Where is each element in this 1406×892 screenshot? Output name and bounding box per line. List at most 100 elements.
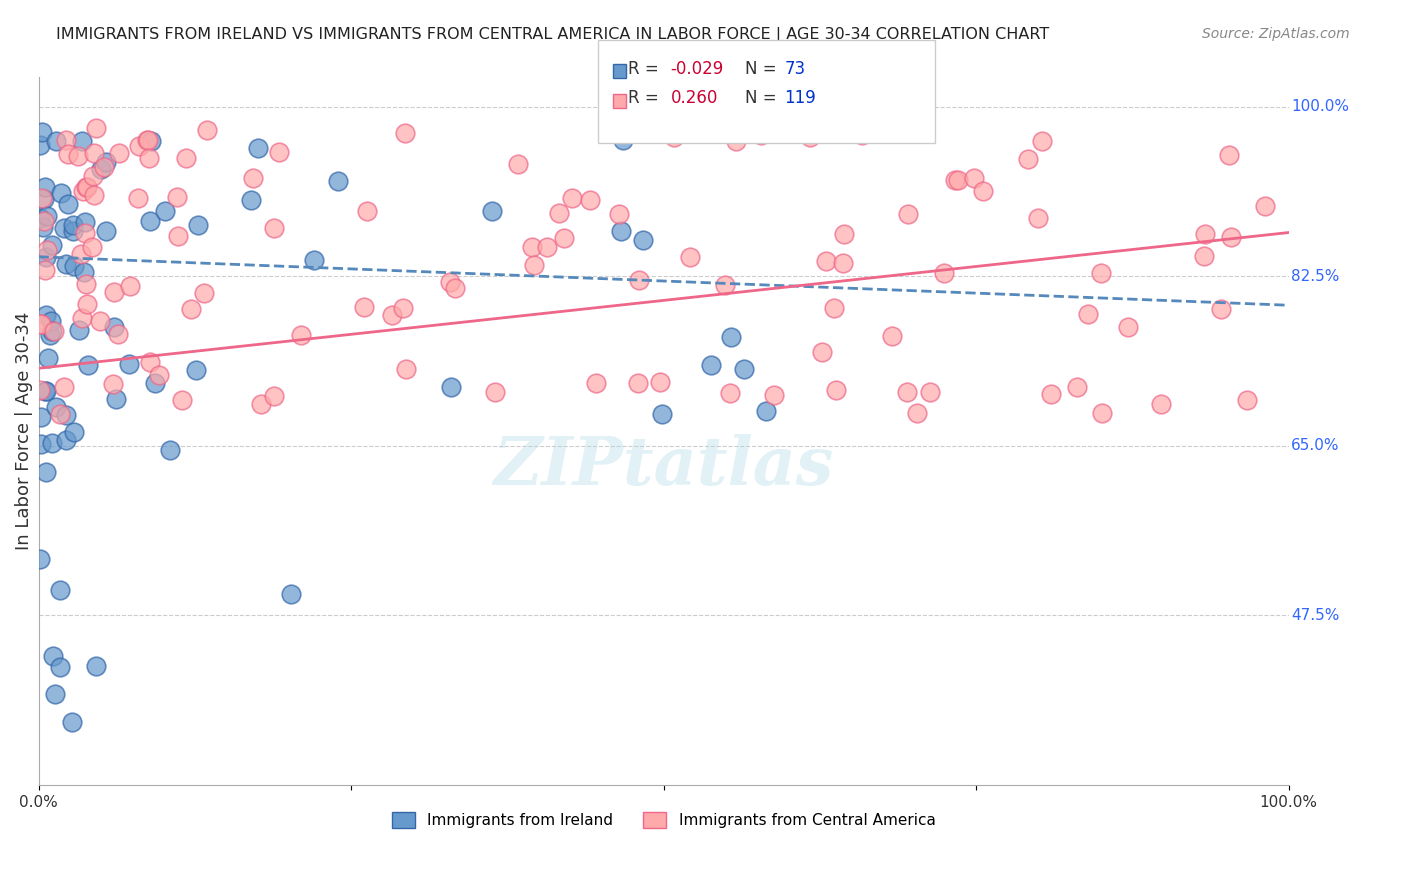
Immigrants from Ireland [55,408,77,422]
Immigrants from Central America [811,344,834,359]
Immigrants from Ireland [45,134,67,148]
Immigrants from Central America [356,204,378,219]
Immigrants from Central America [31,191,53,205]
Immigrants from Ireland [143,376,166,390]
Immigrants from Central America [193,286,215,301]
Immigrants from Ireland [34,308,56,322]
Immigrants from Ireland [35,209,58,223]
Immigrants from Central America [267,145,290,159]
Immigrants from Ireland [94,224,117,238]
Immigrants from Ireland [30,437,52,451]
Immigrants from Ireland [609,224,631,238]
Immigrants from Ireland [700,359,723,373]
Immigrants from Ireland [49,583,72,598]
Immigrants from Ireland [105,392,128,406]
Immigrants from Central America [180,301,202,316]
Immigrants from Central America [815,253,838,268]
Text: Source: ZipAtlas.com: Source: ZipAtlas.com [1202,27,1350,41]
Immigrants from Ireland [55,257,77,271]
Immigrants from Ireland [41,314,63,328]
Immigrants from Ireland [41,648,63,663]
Immigrants from Ireland [28,211,51,225]
Immigrants from Central America [561,191,583,205]
Immigrants from Central America [1040,387,1063,401]
Immigrants from Central America [714,277,737,292]
Immigrants from Ireland [651,407,673,421]
Text: 65.0%: 65.0% [1291,438,1340,453]
Immigrants from Central America [70,247,93,261]
Immigrants from Central America [439,275,461,289]
Text: 73: 73 [785,60,806,78]
Immigrants from Central America [1194,227,1216,242]
Immigrants from Central America [1192,249,1215,263]
Immigrants from Central America [32,214,55,228]
Immigrants from Central America [1219,230,1241,244]
Immigrants from Central America [353,301,375,315]
Immigrants from Central America [1116,319,1139,334]
Immigrants from Central America [103,285,125,299]
Text: -0.029: -0.029 [671,60,724,78]
Immigrants from Central America [896,385,918,400]
Immigrants from Central America [1017,152,1039,166]
Immigrants from Central America [42,325,65,339]
Immigrants from Central America [506,157,529,171]
Immigrants from Central America [128,139,150,153]
Immigrants from Central America [195,123,218,137]
Immigrants from Central America [139,355,162,369]
Y-axis label: In Labor Force | Age 30-34: In Labor Force | Age 30-34 [15,312,32,550]
Immigrants from Central America [905,406,928,420]
Immigrants from Ireland [67,323,90,337]
Immigrants from Central America [290,328,312,343]
Immigrants from Central America [76,296,98,310]
Immigrants from Central America [851,128,873,142]
Immigrants from Central America [831,256,853,270]
Immigrants from Ireland [44,688,66,702]
Immigrants from Ireland [77,358,100,372]
Immigrants from Central America [1090,267,1112,281]
Immigrants from Ireland [30,410,52,425]
Immigrants from Central America [918,385,941,400]
Immigrants from Central America [1253,199,1275,213]
Immigrants from Ireland [139,213,162,227]
Immigrants from Ireland [302,252,325,267]
Immigrants from Ireland [768,120,790,135]
Immigrants from Central America [82,169,104,184]
Immigrants from Central America [553,231,575,245]
Immigrants from Central America [943,173,966,187]
Immigrants from Ireland [159,442,181,457]
Immigrants from Central America [70,310,93,325]
Text: 82.5%: 82.5% [1291,268,1340,284]
Immigrants from Central America [263,221,285,235]
Immigrants from Central America [578,193,600,207]
Immigrants from Central America [948,173,970,187]
Immigrants from Ireland [84,659,107,673]
Immigrants from Central America [762,388,785,402]
Immigrants from Ireland [58,197,80,211]
Text: 100.0%: 100.0% [1291,99,1350,114]
Immigrants from Ireland [94,155,117,169]
Immigrants from Ireland [247,141,270,155]
Immigrants from Central America [897,207,920,221]
Immigrants from Ireland [53,221,76,235]
Immigrants from Central America [166,190,188,204]
Immigrants from Ireland [733,362,755,376]
Immigrants from Ireland [280,587,302,601]
Immigrants from Central America [799,129,821,144]
Immigrants from Central America [585,376,607,390]
Immigrants from Ireland [326,174,349,188]
Immigrants from Ireland [103,320,125,334]
Immigrants from Central America [75,179,97,194]
Immigrants from Ireland [30,552,52,566]
Immigrants from Central America [381,308,404,322]
Text: ZIPtatlas: ZIPtatlas [494,434,834,500]
Text: IMMIGRANTS FROM IRELAND VS IMMIGRANTS FROM CENTRAL AMERICA IN LABOR FORCE | AGE : IMMIGRANTS FROM IRELAND VS IMMIGRANTS FR… [56,27,1049,43]
Text: N =: N = [745,89,782,107]
Immigrants from Central America [138,151,160,165]
Text: 0.260: 0.260 [671,89,718,107]
Immigrants from Central America [76,180,98,194]
Immigrants from Central America [1031,134,1053,148]
Immigrants from Ireland [41,238,63,252]
Immigrants from Central America [1150,396,1173,410]
Text: 47.5%: 47.5% [1291,608,1340,623]
Immigrants from Central America [662,129,685,144]
